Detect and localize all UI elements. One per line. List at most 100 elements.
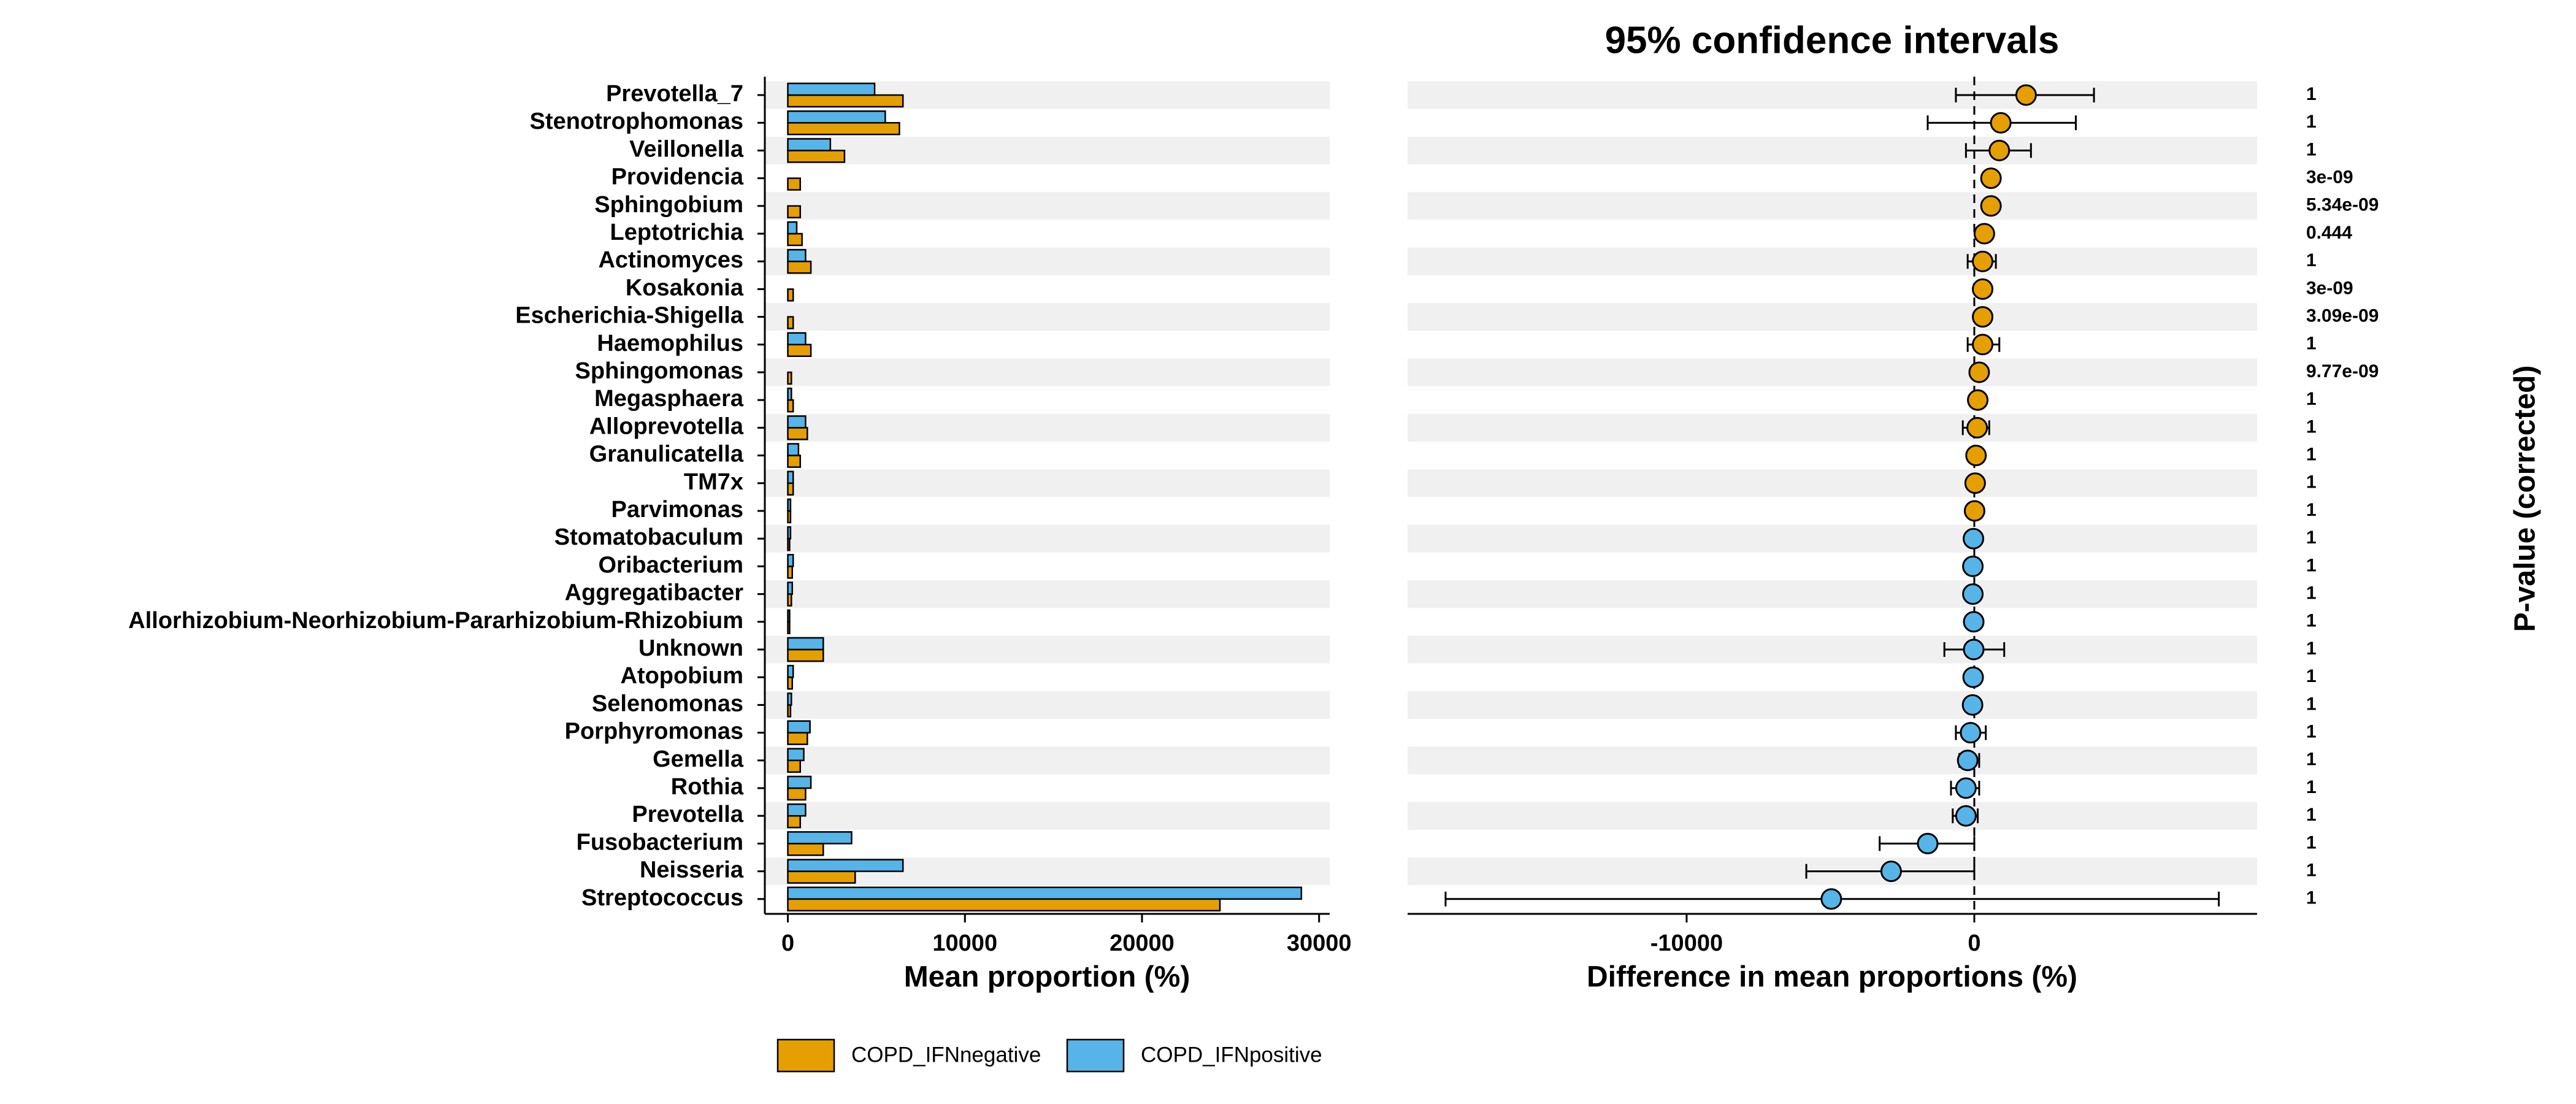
category-label: Sphingomonas [575,358,743,384]
point [1968,361,1990,383]
category-label: Megasphaera [594,386,744,412]
point [1962,666,1984,688]
p-value: 1 [2306,666,2317,686]
bar [787,260,812,274]
category-label: Sphingobium [594,192,743,218]
p-value: 1 [2306,334,2317,354]
p-value: 1 [2306,611,2317,631]
bar [787,704,792,718]
point [1960,722,1982,744]
point [1963,500,1985,522]
bar [787,82,876,96]
bar [787,775,812,789]
p-value: 1 [2306,583,2317,604]
point [1990,112,2012,134]
row-stripe [1408,413,2257,442]
bar [787,510,792,524]
x-tick-label: 0 [1968,930,1980,956]
row-stripe [765,136,1330,164]
category-label: Stomatobaculum [554,524,743,550]
point [1980,167,2002,190]
p-value: 0.444 [2306,223,2352,243]
point [1963,638,1985,661]
x-tick-label: -10000 [1650,930,1723,956]
category-label: Streptococcus [581,885,743,911]
category-label: Escherichia-Shigella [515,303,744,329]
point [1820,888,1842,910]
row-stripe [1408,469,2257,497]
category-label: Alloprevotella [589,413,744,439]
point [1963,527,1985,550]
point [1962,555,1984,577]
category-label: Oribacterium [598,552,743,578]
point [1961,694,1984,716]
bar [787,609,791,623]
bar [787,482,794,496]
point [1980,195,2002,217]
point [1917,832,1939,854]
row-stripe [1408,746,2257,775]
row-stripe [765,635,1330,664]
bar [787,526,792,540]
category-label: Actinomyces [598,247,743,273]
bar [787,427,808,440]
row-stripe [1408,580,2257,608]
point [1963,611,1985,633]
bar [787,664,794,678]
bar [787,637,824,651]
category-label: Rothia [671,774,744,800]
bar [787,248,807,263]
category-label: Atopobium [620,663,743,689]
category-label: Allorhizobium-Neorhizobium-Pararhizobium… [128,608,743,634]
p-value: 3.09e-09 [2306,306,2379,326]
bar [787,803,807,817]
p-value: 1 [2306,139,2317,159]
bar [787,732,808,745]
row-stripe [1408,136,2257,164]
point [1880,861,1902,883]
category-label: Gemella [653,746,744,772]
p-value-title: P-value (corrected) [2509,366,2542,632]
row-stripe [1408,691,2257,719]
row-stripe [1408,524,2257,553]
row-stripe [765,247,1330,275]
row-stripe [765,802,1330,830]
p-value: 1 [2306,472,2317,493]
p-value: 9.77e-09 [2306,361,2379,381]
row-stripe [765,524,1330,553]
p-value: 1 [2306,832,2317,853]
row-stripe [765,580,1330,608]
bar [787,454,801,468]
row-stripe [765,192,1330,220]
point [1988,139,2011,161]
p-value: 1 [2306,861,2317,881]
bar [787,110,886,124]
p-value: 1 [2306,749,2317,770]
bar [787,581,794,595]
point [1972,278,1994,300]
row-stripe [1408,358,2257,386]
bar [787,593,792,607]
p-value: 3e-09 [2306,167,2353,188]
row-stripe [765,746,1330,775]
bar [787,648,824,662]
bar [787,399,794,413]
row-stripe [1408,192,2257,220]
legend-swatch [776,1038,835,1073]
legend-label: COPD_IFNnegative [851,1043,1041,1067]
category-label: Prevotella_7 [606,81,743,107]
x-tick-label: 0 [781,930,794,956]
row-stripe [1408,303,2257,331]
bar [787,554,794,567]
point [1962,583,1984,605]
bar [787,288,794,302]
bar [787,94,904,108]
bar [787,748,805,762]
x-tick-label: 10000 [932,930,997,956]
legend-swatch [1066,1038,1125,1073]
bar [787,621,791,635]
category-label: Fusobacterium [577,829,743,855]
point [1965,445,1987,467]
point [1972,306,1994,328]
